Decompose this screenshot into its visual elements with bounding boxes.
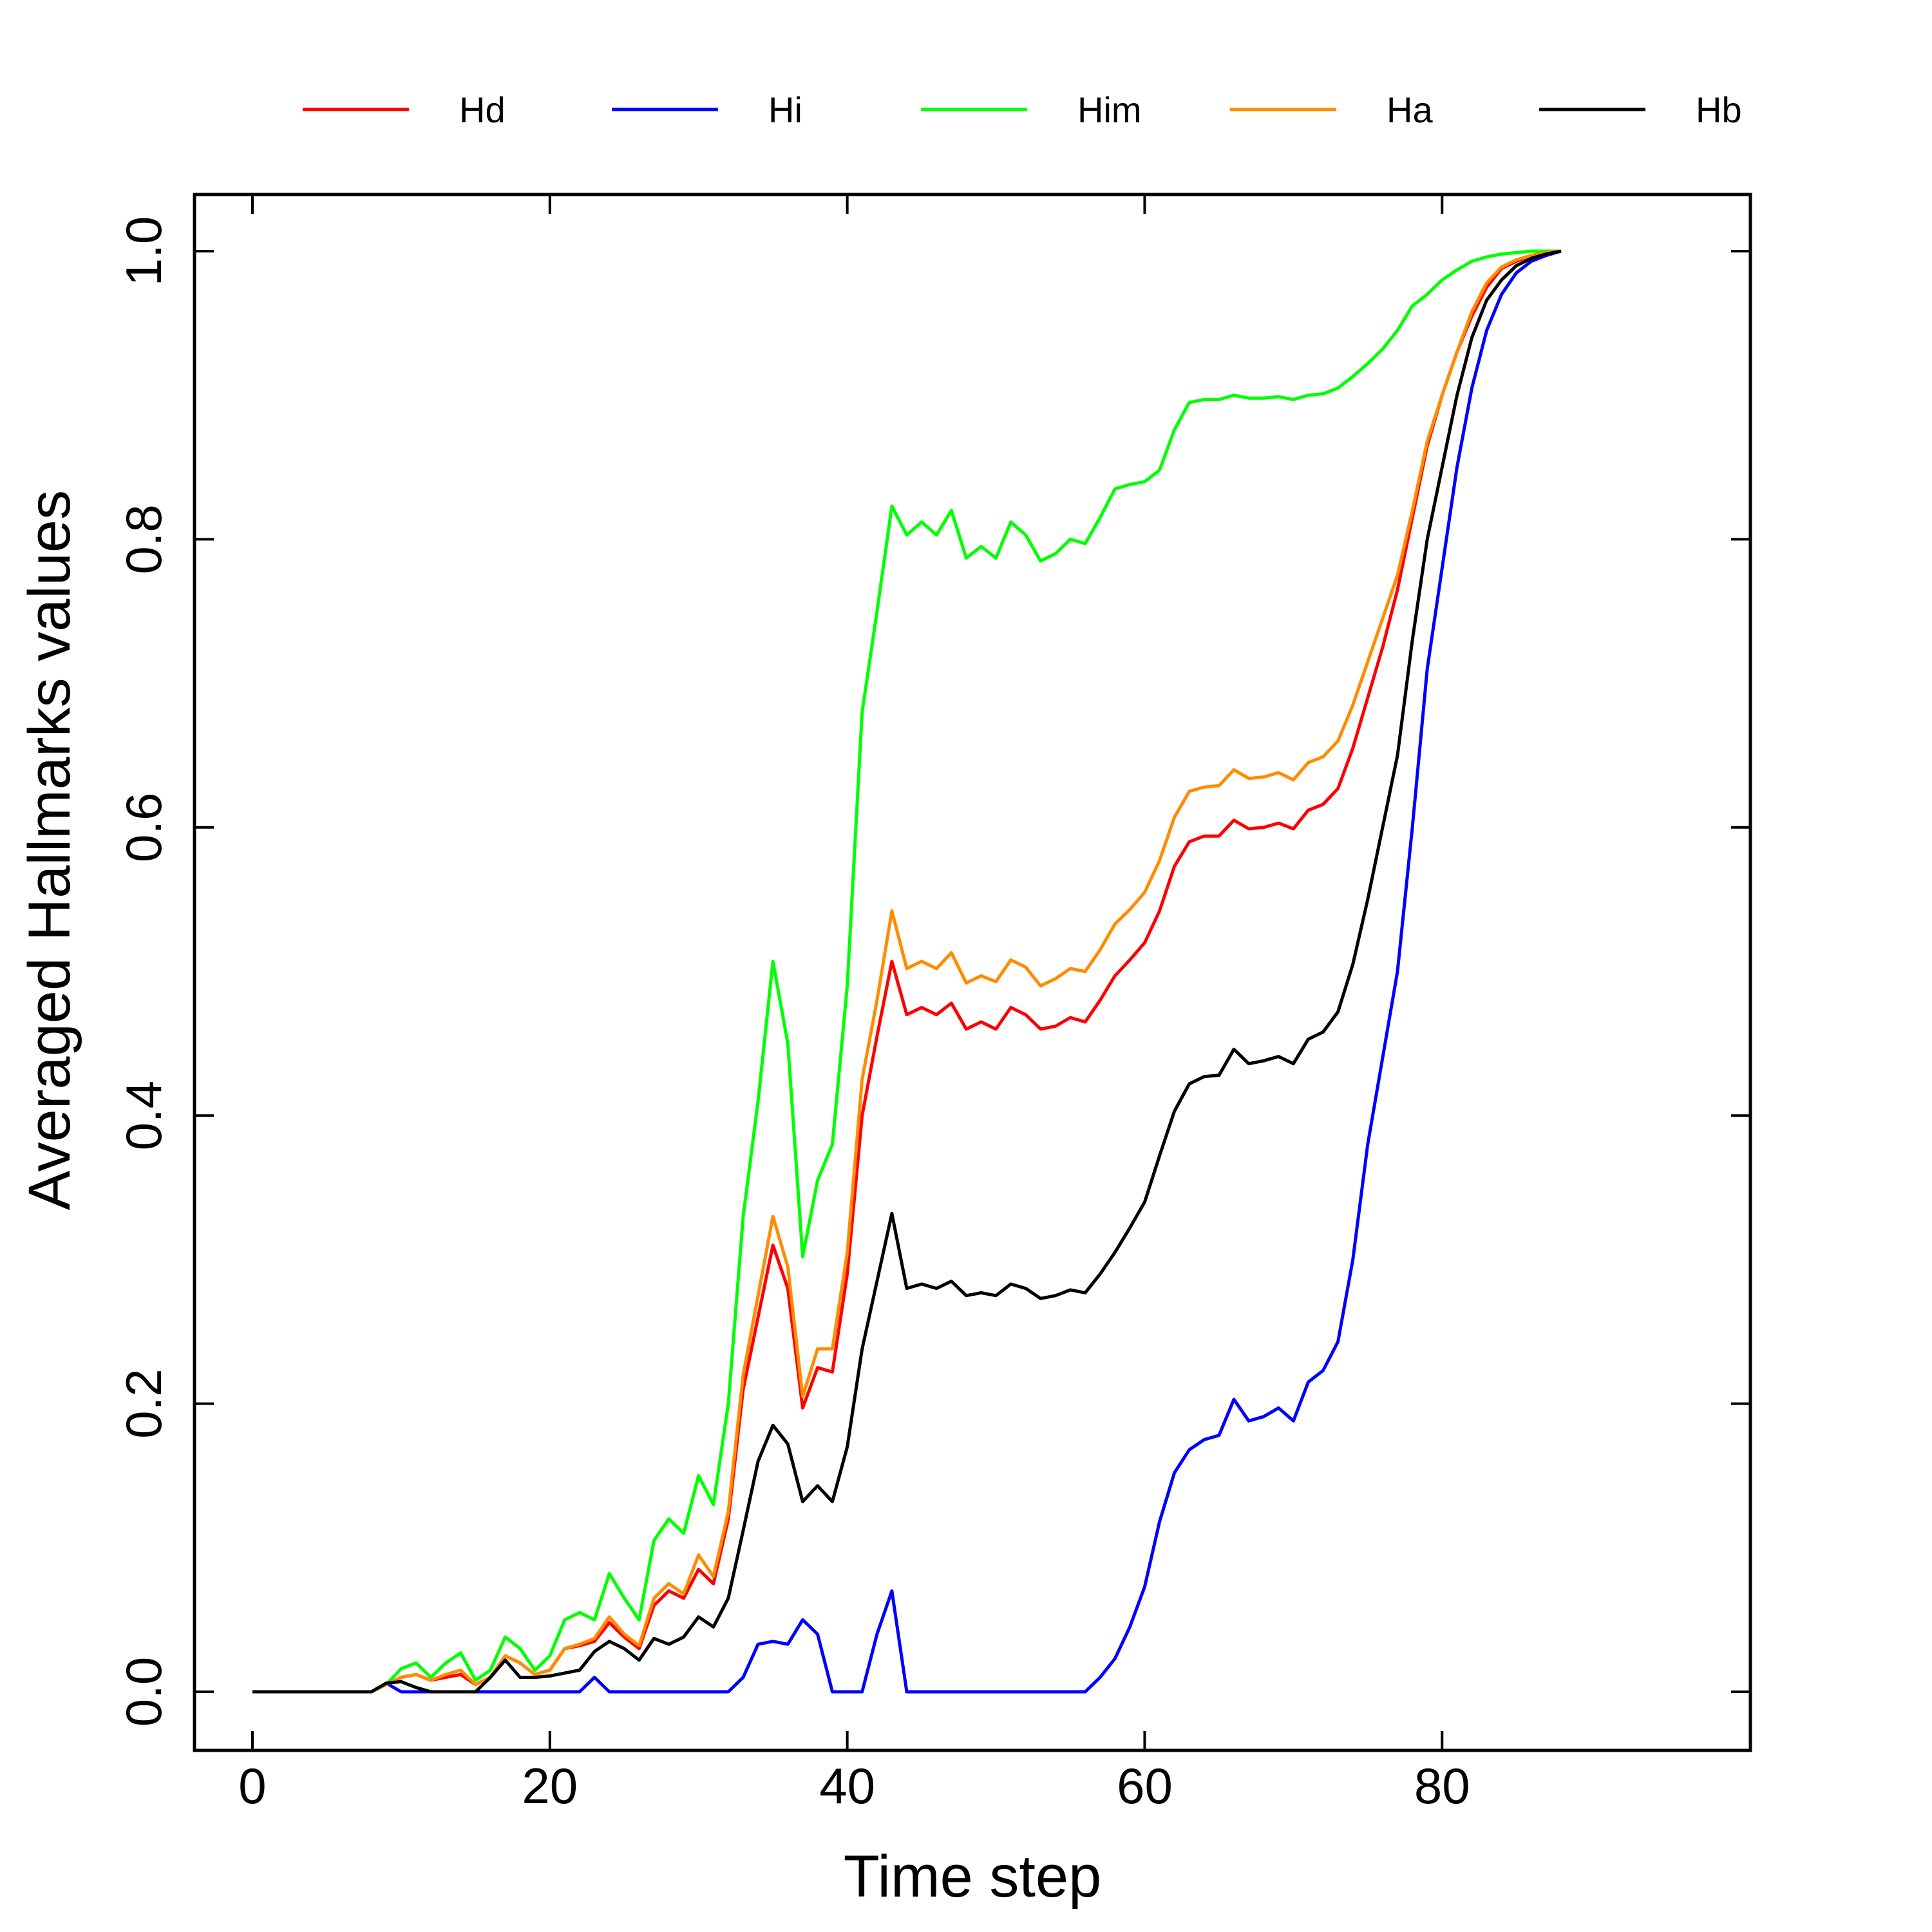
y-tick-label: 0.4 [115,1081,172,1150]
plot-area-frame [193,193,1752,1752]
legend-label-him: Him [1077,90,1142,130]
series-line-hb [252,249,1562,1694]
legend-label-hb: Hb [1696,90,1742,130]
legend-label-hi: Hi [768,90,802,130]
series-line-him [252,249,1561,1694]
series-layer [252,249,1562,1694]
x-tick-label: 40 [819,1757,875,1814]
x-tick-label: 80 [1414,1757,1470,1814]
y-tick-label: 0.6 [115,793,172,862]
series-line-ha [252,249,1562,1694]
x-tick-label: 60 [1117,1757,1173,1814]
y-tick-label: 0.0 [115,1657,172,1727]
y-tick-label: 0.2 [115,1368,172,1438]
x-tick-label: 20 [522,1757,578,1814]
y-axis: 0.0 0.2 0.4 0.6 0.8 1.0 [115,216,1750,1727]
y-tick-label: 1.0 [115,216,172,286]
y-tick-label: 0.8 [115,504,172,574]
y-axis-title: Averaged Hallmarks values [17,490,82,1210]
legend: Hd Hi Him Ha Hb [303,90,1742,130]
x-axis: 0 20 40 60 80 [238,194,1470,1814]
legend-label-hd: Hd [459,90,506,130]
x-axis-title: Time step [844,1844,1101,1909]
series-line-hi [252,249,1562,1694]
legend-label-ha: Ha [1387,90,1433,130]
x-tick-label: 0 [238,1757,266,1814]
